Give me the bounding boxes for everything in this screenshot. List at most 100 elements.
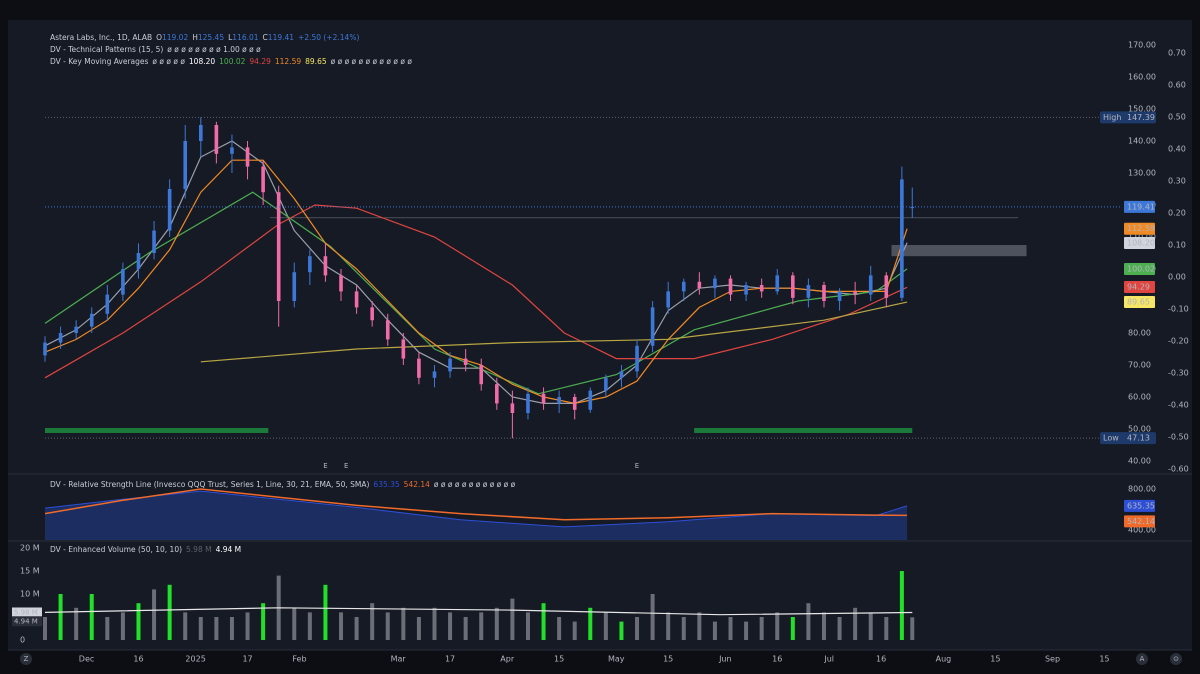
candle-body [43,342,47,356]
volume-bar [572,621,577,640]
volume-bar [214,617,219,640]
volume-bar [588,607,593,640]
volume-bar [105,617,110,640]
x-tick-label: 2025 [185,655,205,664]
legend-item: 635.35 [373,480,399,489]
volume-tag-label: 5.98 M [14,608,38,616]
candle-body [323,256,328,276]
volume-tick-label: 20 M [20,544,40,553]
candle-body [214,125,219,154]
legend-item: ø ø ø ø ø ø ø ø 1.00 ø ø ø [167,45,261,54]
icon-circle [1136,653,1148,665]
legend-item: 119.02 [162,33,188,42]
price-tag [1124,296,1155,308]
legend-item: 89.65 [305,57,327,66]
legend-item: L [228,33,233,42]
candle-body [619,371,624,378]
legend-item: 5.98 M [186,545,212,554]
price-tag-label: 119.41 [1127,202,1155,211]
candle-body [230,147,234,154]
legend-item: ø ø ø ø ø [152,57,185,66]
volume-bar [339,612,344,640]
rsl-legend: DV - Relative Strength Line (Invesco QQQ… [50,480,516,489]
label-box [1100,111,1156,124]
y-tick-label: 40.00 [1128,457,1151,466]
price-tag [1124,499,1155,512]
candle-body [572,397,577,410]
legend-item: Astera Labs, Inc., 1D, ALAB [50,33,152,42]
earnings-marker: E [344,462,348,470]
volume-bar [401,607,406,640]
y-tick-label: 150.00 [1128,105,1156,114]
x-tick-label: Dec [79,655,94,664]
volume-tag-label: 4.94 M [14,617,38,625]
candle-body [650,307,655,346]
y2-tick-label: 0.60 [1168,81,1186,90]
x-tick-label: Apr [500,655,515,664]
candle-body [58,333,63,343]
volume-bar [759,617,764,640]
volume-tick-label: 15 M [20,567,40,576]
x-tick-label: Aug [936,655,952,664]
x-tick-label: 15 [990,655,1000,664]
volume-tick-label: 10 M [20,590,40,599]
volume-bar [790,617,795,640]
candle-body [448,358,452,372]
x-tick-label: Jun [718,655,732,664]
candle-body [697,281,702,289]
x-tick-label: Feb [292,655,306,664]
y2-tick-label: 0.40 [1168,145,1186,154]
volume-bar [74,607,79,640]
extreme-value: 47.13 [1127,434,1150,443]
volume-bar [541,603,546,640]
pattern-band [694,428,913,433]
candle-body [853,291,857,295]
price-tag [1124,200,1155,213]
legend-item: 542.14 [404,480,430,489]
volume-bar [806,603,811,640]
candle-body [89,313,94,327]
candle-body [900,179,904,298]
volume-bar [245,612,250,640]
volume-bar [120,612,125,640]
y-tick-label: 160.00 [1128,73,1156,82]
candle-body [635,345,639,372]
x-tick-label: 16 [133,655,143,664]
candle-body [308,256,312,273]
x-tick-label: 15 [1099,655,1109,664]
candle-body [744,285,748,295]
volume-bar [837,617,842,640]
volume-bar [557,617,562,640]
candle-body [884,275,889,298]
candle-body [541,393,546,404]
candle-body [152,230,156,253]
x-tick-label: May [608,655,625,664]
legend-item: ø ø ø ø ø ø ø ø ø ø ø ø [331,57,413,66]
volume-bar [728,617,733,640]
volume-bar [416,617,421,640]
legend-item: DV - Technical Patterns (15, 5) [50,45,163,54]
candle-body [495,384,499,404]
legend-line: Astera Labs, Inc., 1D, ALAB O119.02 H125.4… [50,33,359,42]
y2-tick-label: -0.40 [1168,401,1189,410]
legend-item: 100.02 [219,57,245,66]
volume-bar [910,617,915,640]
volume-bar [183,612,188,640]
volume-bar [354,617,359,640]
volume-bar [261,603,266,640]
volume-bar [385,612,390,640]
candle-body [354,291,359,308]
candle-body [74,326,78,333]
candle-body [339,275,343,292]
y2-tick-label: 0.10 [1168,241,1186,250]
legend-item: 94.29 [249,57,271,66]
volume-bar [681,617,686,640]
volume-tag [12,616,42,627]
y2-tick-label: 0.00 [1168,273,1186,282]
candle-body [759,285,764,292]
legend-item: 108.20 [189,57,215,66]
volume-bar [884,617,889,640]
y-tick-label: 70.00 [1128,361,1151,370]
candle-body [136,253,141,269]
y-tick-label: 50.00 [1128,425,1151,434]
